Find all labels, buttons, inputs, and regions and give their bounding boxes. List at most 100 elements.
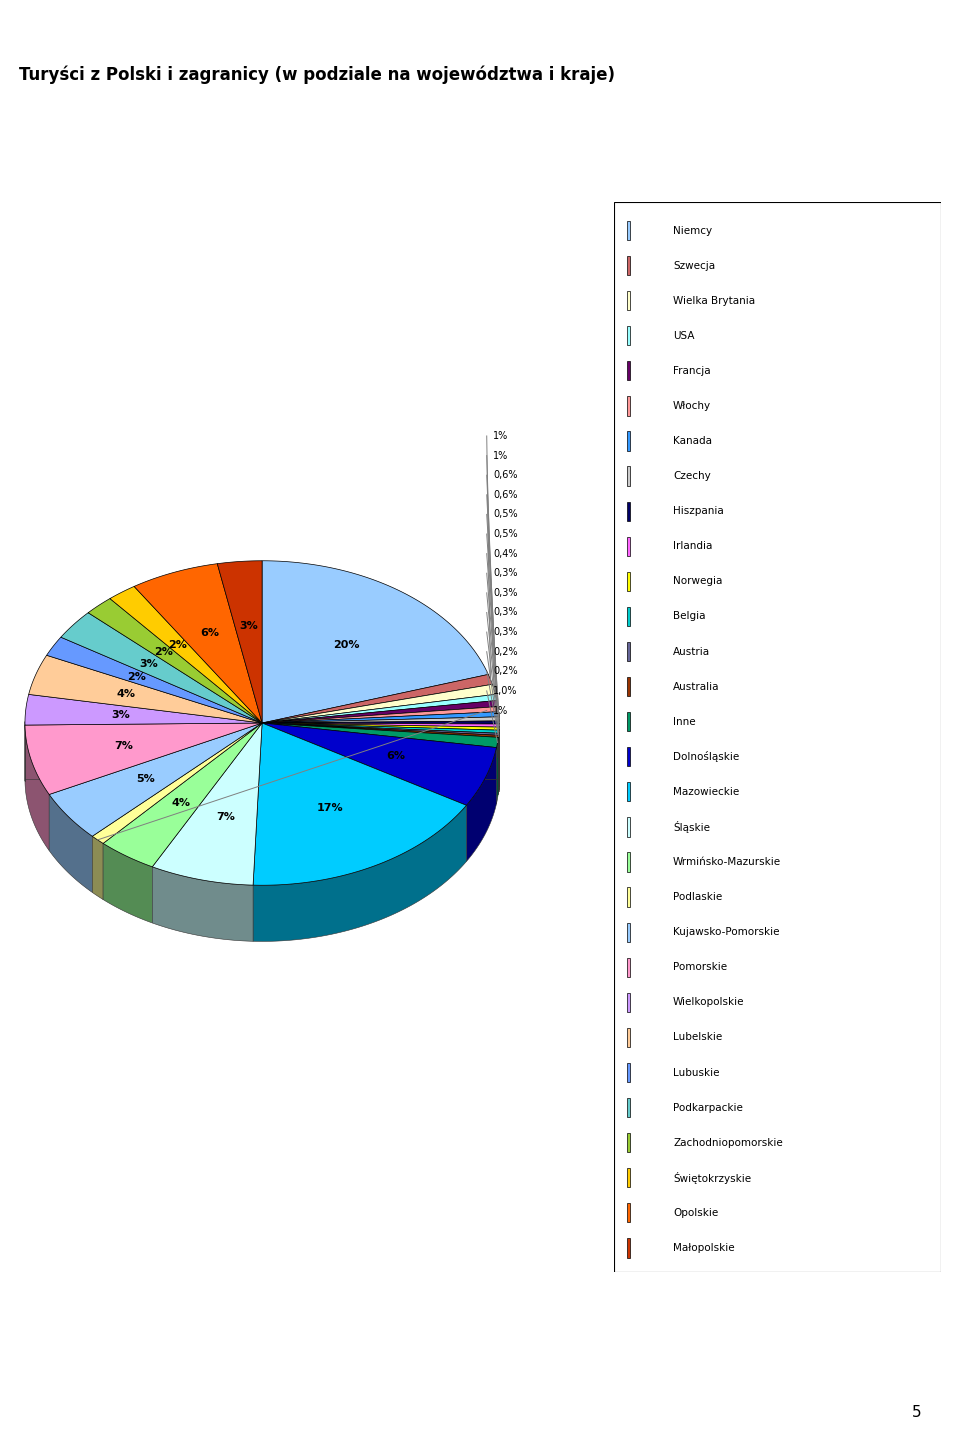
Bar — [628, 642, 631, 661]
Bar — [628, 327, 631, 346]
Text: Zachodniopomorskie: Zachodniopomorskie — [673, 1138, 783, 1148]
Polygon shape — [262, 723, 496, 805]
Bar — [628, 256, 631, 275]
Text: 2%: 2% — [168, 639, 187, 649]
Text: 0,6%: 0,6% — [493, 490, 517, 500]
Text: 0,4%: 0,4% — [493, 548, 517, 558]
Text: Wrmińsko-Mazurskie: Wrmińsko-Mazurskie — [673, 857, 781, 868]
Text: Norwegia: Norwegia — [673, 577, 723, 586]
Polygon shape — [262, 711, 499, 723]
Text: Lubelskie: Lubelskie — [673, 1032, 723, 1043]
Polygon shape — [253, 805, 467, 941]
Bar — [628, 291, 631, 311]
Text: 0,3%: 0,3% — [493, 607, 517, 617]
Text: Świętokrzyskie: Świętokrzyskie — [673, 1171, 752, 1184]
Bar — [628, 571, 631, 591]
Polygon shape — [29, 655, 262, 723]
Polygon shape — [262, 561, 489, 723]
Polygon shape — [103, 723, 262, 866]
Polygon shape — [92, 836, 103, 899]
Text: USA: USA — [673, 331, 695, 341]
Bar — [628, 396, 631, 415]
Text: Wielka Brytania: Wielka Brytania — [673, 295, 756, 305]
Text: 5: 5 — [912, 1406, 922, 1420]
Polygon shape — [88, 599, 262, 723]
Polygon shape — [253, 723, 467, 885]
Text: 1%: 1% — [493, 706, 508, 716]
Text: 7%: 7% — [216, 813, 235, 823]
Text: Australia: Australia — [673, 681, 720, 691]
Bar — [628, 431, 631, 451]
Polygon shape — [109, 587, 262, 723]
Text: Austria: Austria — [673, 646, 710, 656]
Bar — [628, 362, 631, 380]
Polygon shape — [134, 564, 262, 723]
Text: Pomorskie: Pomorskie — [673, 962, 728, 972]
Polygon shape — [92, 723, 262, 843]
Polygon shape — [262, 723, 499, 730]
Bar — [628, 782, 631, 801]
Text: Francja: Francja — [673, 366, 710, 376]
Text: Dolnośląskie: Dolnośląskie — [673, 752, 739, 762]
Polygon shape — [153, 866, 253, 941]
Text: 7%: 7% — [114, 740, 133, 750]
Text: 6%: 6% — [387, 750, 406, 761]
Text: 0,3%: 0,3% — [493, 589, 517, 597]
Text: 0,5%: 0,5% — [493, 509, 517, 519]
Bar — [628, 536, 631, 555]
Text: 3%: 3% — [139, 659, 158, 669]
Bar — [628, 888, 631, 907]
Text: 1%: 1% — [493, 451, 508, 461]
Polygon shape — [60, 613, 262, 723]
Text: 3%: 3% — [111, 710, 130, 720]
Text: Wielkopolskie: Wielkopolskie — [673, 998, 745, 1008]
Text: Inne: Inne — [673, 717, 696, 727]
Text: Kanada: Kanada — [673, 437, 712, 445]
Polygon shape — [262, 723, 498, 748]
Text: Włochy: Włochy — [673, 401, 711, 411]
Text: 0,3%: 0,3% — [493, 628, 517, 638]
Text: 20%: 20% — [333, 639, 360, 649]
Text: 1%: 1% — [493, 431, 508, 441]
Text: Małopolskie: Małopolskie — [673, 1244, 734, 1252]
Text: 2%: 2% — [128, 672, 146, 683]
Polygon shape — [262, 722, 499, 724]
Text: Belgia: Belgia — [673, 612, 706, 622]
Text: Mazowieckie: Mazowieckie — [673, 787, 739, 797]
Polygon shape — [49, 794, 92, 892]
Text: 0,6%: 0,6% — [493, 470, 517, 480]
Text: Irlandia: Irlandia — [673, 541, 712, 551]
Text: 0,2%: 0,2% — [493, 646, 517, 656]
Bar — [628, 748, 631, 766]
Bar — [628, 467, 631, 486]
Bar — [628, 993, 631, 1012]
Polygon shape — [467, 748, 496, 862]
Text: 0,2%: 0,2% — [493, 667, 517, 677]
Polygon shape — [262, 694, 497, 723]
Bar — [628, 923, 631, 941]
Text: 2%: 2% — [155, 648, 174, 658]
Bar — [628, 677, 631, 696]
Text: 6%: 6% — [200, 628, 219, 638]
Text: 1,0%: 1,0% — [493, 685, 517, 696]
Polygon shape — [262, 707, 498, 723]
Bar — [628, 1168, 631, 1187]
Text: Kujawsko-Pomorskie: Kujawsko-Pomorskie — [673, 927, 780, 937]
Polygon shape — [217, 561, 262, 723]
Bar — [628, 957, 631, 977]
Polygon shape — [262, 723, 499, 727]
Text: Niemcy: Niemcy — [673, 226, 712, 236]
Bar — [628, 1203, 631, 1222]
Polygon shape — [262, 723, 499, 733]
Bar — [628, 711, 631, 732]
Polygon shape — [25, 723, 262, 794]
Polygon shape — [496, 737, 498, 804]
Bar — [628, 1098, 631, 1118]
Polygon shape — [25, 724, 49, 850]
Text: Turyści z Polski i zagranicy (w podziale na województwa i kraje): Turyści z Polski i zagranicy (w podziale… — [19, 65, 614, 84]
Text: 4%: 4% — [171, 798, 190, 808]
Bar — [628, 221, 631, 240]
Bar — [628, 607, 631, 626]
Bar — [628, 852, 631, 872]
Text: 17%: 17% — [317, 804, 344, 814]
